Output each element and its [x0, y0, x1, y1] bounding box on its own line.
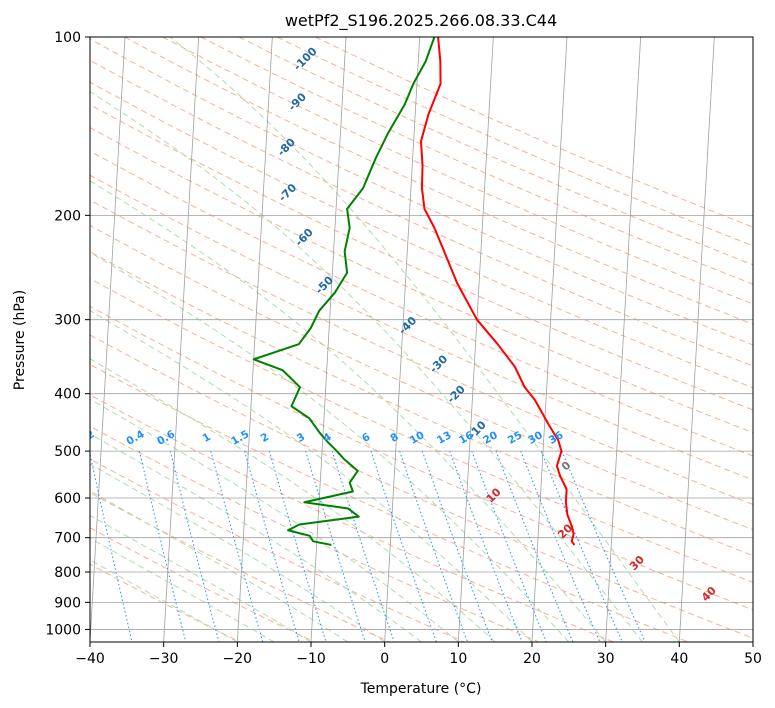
mixing-ratio-line	[449, 450, 523, 642]
x-tick-label: 20	[523, 651, 541, 667]
y-tick-label: 400	[54, 387, 81, 403]
y-tick-label: 300	[54, 313, 81, 329]
dry-adiabat-line	[90, 150, 753, 457]
mixing-ratio-line	[495, 450, 574, 642]
y-axis-label: Pressure (hPa)	[12, 290, 28, 390]
mixing-ratio-label: 0.2	[75, 428, 97, 448]
dry-adiabat-line	[90, 174, 753, 481]
mixing-ratio-line	[138, 450, 187, 642]
x-tick-label: −10	[296, 651, 326, 667]
dry-adiabat-line	[90, 527, 315, 642]
isotherm-line	[90, 37, 126, 642]
dry-adiabat-line	[90, 458, 465, 642]
dry-adiabat-line	[90, 334, 753, 639]
dry-adiabat-line	[124, 37, 753, 325]
dry-adiabat-line	[90, 104, 753, 411]
y-tick-label: 600	[54, 491, 81, 507]
plot-frame	[89, 36, 754, 643]
y-tick-label: 200	[54, 208, 81, 224]
x-tick-label: −40	[75, 651, 105, 667]
mixing-ratio-line	[370, 450, 437, 642]
dry-adiabat-line	[90, 278, 753, 583]
isotherm-line	[605, 37, 642, 642]
dry-adiabat-line	[90, 81, 753, 389]
x-tick-label: 30	[597, 651, 615, 667]
plot-area: -100-90-80-70-60-50-40-30-20-1000.10.20.…	[75, 37, 753, 642]
moist-adiabat-line	[169, 37, 680, 642]
y-tick-label: 900	[54, 595, 81, 611]
moist-adiabat-line	[90, 91, 643, 642]
isotherm-line	[457, 37, 494, 642]
mixing-ratio-line	[305, 450, 366, 642]
moist-adiabat-line	[90, 180, 607, 642]
dry-adiabat-line	[90, 224, 753, 531]
dry-adiabat-line	[90, 305, 753, 611]
dry-adiabat-line	[90, 38, 753, 346]
isotherm-line	[163, 37, 200, 642]
mixing-ratio-line	[331, 450, 395, 642]
mixing-ratio-line	[520, 450, 601, 642]
x-axis-label: Temperature (°C)	[360, 681, 482, 697]
isotherm-line	[678, 37, 715, 642]
dry-adiabat-line	[90, 199, 753, 506]
axes: −40 −30 −20 −10 0 10 20 30 40 50 100 200 300 400 500 60…	[45, 30, 762, 667]
y-tick-label: 500	[54, 444, 81, 460]
moist-adiabat-line	[90, 433, 422, 642]
mixing-ratio-line	[471, 450, 547, 642]
dewpoint-profile-line	[252, 37, 436, 546]
y-tick-label: 1000	[45, 622, 81, 638]
x-tick-label: 0	[380, 651, 389, 667]
isotherm-line	[236, 37, 273, 642]
moist-adiabat-line	[90, 463, 385, 642]
chart-title: wetPf2_S196.2025.266.08.33.C44	[285, 11, 557, 31]
mixing-ratio-line	[244, 450, 300, 642]
y-tick-label: 700	[54, 531, 81, 547]
y-tick-label: 800	[54, 565, 81, 581]
moist-adiabat-line	[90, 559, 238, 642]
dry-adiabat-line	[90, 492, 390, 642]
moist-adiabat-line	[90, 358, 496, 642]
dry-adiabat-line	[90, 126, 753, 434]
mixing-ratio-line	[90, 451, 133, 642]
x-tick-label: 10	[449, 651, 467, 667]
x-tick-label: −30	[149, 651, 179, 667]
mixing-ratio-line	[169, 450, 220, 642]
isotherm-line	[531, 37, 568, 642]
x-tick-label: −20	[223, 651, 253, 667]
x-tick-label: 50	[744, 651, 762, 667]
x-tick-label: 40	[670, 651, 688, 667]
moist-adiabat-line	[90, 251, 570, 642]
dry-adiabat-line	[90, 251, 753, 557]
temperature-profile-line	[420, 37, 576, 546]
isotherm-line	[384, 37, 421, 642]
moist-adiabat-line	[90, 310, 533, 642]
y-tick-label: 100	[54, 30, 81, 46]
moist-adiabat-line	[90, 537, 275, 642]
mixing-ratio-line	[268, 450, 327, 642]
dry-adiabat-line	[90, 59, 753, 367]
mixing-ratio-line	[210, 450, 264, 642]
